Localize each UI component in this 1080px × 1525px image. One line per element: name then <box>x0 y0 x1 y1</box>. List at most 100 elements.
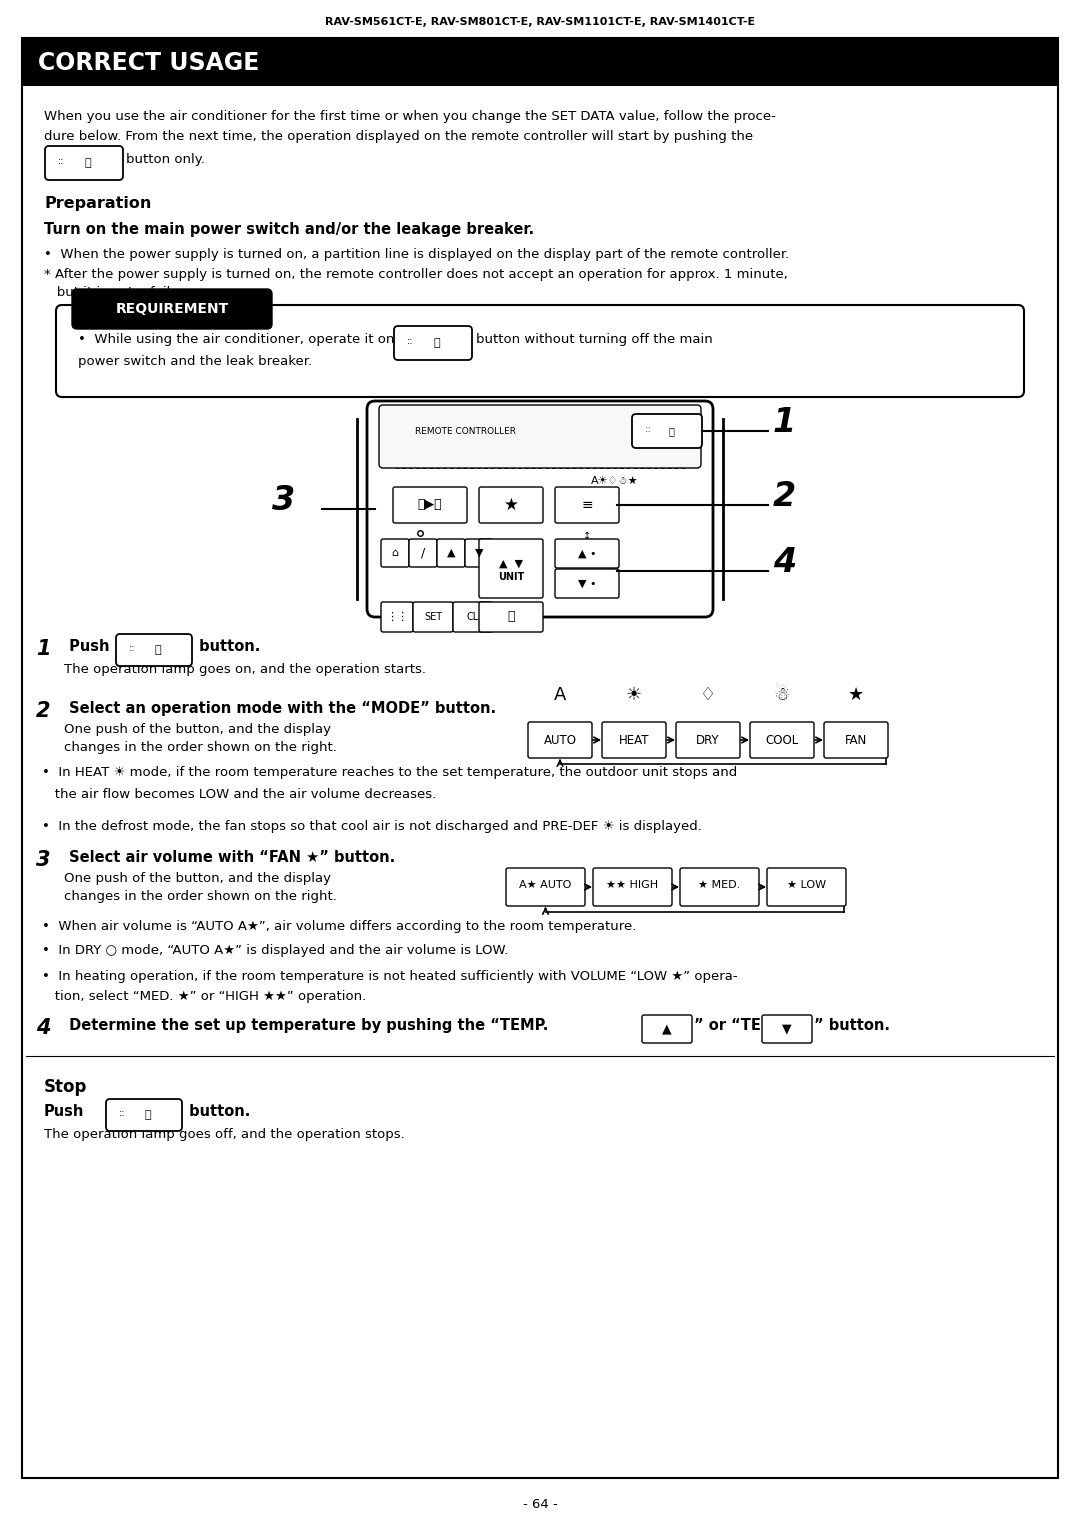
Text: DRY: DRY <box>697 734 719 747</box>
Text: •  While using the air conditioner, operate it only with: • While using the air conditioner, opera… <box>78 332 438 346</box>
Text: ⏻▶⏻: ⏻▶⏻ <box>418 499 443 511</box>
Text: A☀♢☃★: A☀♢☃★ <box>591 476 638 486</box>
Text: A★ AUTO: A★ AUTO <box>519 880 571 891</box>
Text: /: / <box>421 546 426 560</box>
Text: tion, select “MED. ★” or “HIGH ★★” operation.: tion, select “MED. ★” or “HIGH ★★” opera… <box>42 990 366 1003</box>
Text: •  In DRY ○ mode, “AUTO A★” is displayed and the air volume is LOW.: • In DRY ○ mode, “AUTO A★” is displayed … <box>42 944 509 958</box>
Text: ★ MED.: ★ MED. <box>699 880 741 891</box>
Text: ≡: ≡ <box>581 499 593 512</box>
Text: RAV-SM561CT-E, RAV-SM801CT-E, RAV-SM1101CT-E, RAV-SM1401CT-E: RAV-SM561CT-E, RAV-SM801CT-E, RAV-SM1101… <box>325 17 755 27</box>
FancyBboxPatch shape <box>767 868 846 906</box>
Text: but it is not a failure.: but it is not a failure. <box>44 287 197 299</box>
Text: ⌛: ⌛ <box>508 610 515 624</box>
Text: ▼: ▼ <box>782 1022 792 1035</box>
Text: 3: 3 <box>36 849 51 869</box>
Text: ▼ •: ▼ • <box>578 578 596 589</box>
FancyBboxPatch shape <box>465 538 492 567</box>
Text: 2: 2 <box>773 480 796 514</box>
FancyBboxPatch shape <box>642 1016 692 1043</box>
Text: the air flow becomes LOW and the air volume decreases.: the air flow becomes LOW and the air vol… <box>42 788 436 801</box>
Text: ” or “TEMP.: ” or “TEMP. <box>694 1019 789 1032</box>
Text: The operation lamp goes on, and the operation starts.: The operation lamp goes on, and the oper… <box>64 663 426 676</box>
Text: 2: 2 <box>36 702 51 721</box>
Text: power switch and the leak breaker.: power switch and the leak breaker. <box>78 355 312 368</box>
Text: * After the power supply is turned on, the remote controller does not accept an : * After the power supply is turned on, t… <box>44 268 788 281</box>
Text: ” button.: ” button. <box>814 1019 890 1032</box>
Text: ⏻: ⏻ <box>154 645 161 656</box>
Text: HEAT: HEAT <box>619 734 649 747</box>
FancyBboxPatch shape <box>632 413 702 448</box>
Text: ↕: ↕ <box>583 531 591 541</box>
FancyBboxPatch shape <box>409 538 437 567</box>
FancyBboxPatch shape <box>824 721 888 758</box>
Text: One push of the button, and the display: One push of the button, and the display <box>64 723 330 737</box>
FancyBboxPatch shape <box>528 721 592 758</box>
Text: Push: Push <box>44 1104 84 1119</box>
FancyBboxPatch shape <box>72 290 272 329</box>
Text: 1: 1 <box>773 407 796 439</box>
Bar <box>72 305 272 313</box>
Text: •  In the defrost mode, the fan stops so that cool air is not discharged and PRE: • In the defrost mode, the fan stops so … <box>42 820 702 833</box>
Text: Stop: Stop <box>44 1078 87 1096</box>
FancyBboxPatch shape <box>555 569 619 598</box>
FancyBboxPatch shape <box>394 326 472 360</box>
Text: ▼: ▼ <box>475 547 483 558</box>
FancyBboxPatch shape <box>393 486 467 523</box>
Text: button.: button. <box>184 1104 251 1119</box>
Text: ★★ HIGH: ★★ HIGH <box>607 880 659 891</box>
Text: button.: button. <box>194 639 260 654</box>
Text: ♢: ♢ <box>700 686 716 705</box>
Text: ☀: ☀ <box>626 686 643 705</box>
Text: ★: ★ <box>503 496 518 514</box>
FancyBboxPatch shape <box>381 602 413 631</box>
Text: ⏻: ⏻ <box>669 425 674 436</box>
Text: ⏻: ⏻ <box>434 339 441 348</box>
Text: ▲  ▼: ▲ ▼ <box>499 558 523 569</box>
Text: ★: ★ <box>848 686 864 705</box>
Text: REMOTE CONTROLLER: REMOTE CONTROLLER <box>415 427 516 436</box>
Text: ▲ •: ▲ • <box>578 549 596 558</box>
Text: ::: :: <box>57 156 64 166</box>
Text: ▲: ▲ <box>662 1022 672 1035</box>
FancyBboxPatch shape <box>480 602 543 631</box>
FancyBboxPatch shape <box>106 1100 183 1132</box>
Text: One push of the button, and the display: One push of the button, and the display <box>64 872 330 884</box>
FancyBboxPatch shape <box>367 401 713 618</box>
Text: REQUIREMENT: REQUIREMENT <box>116 302 229 316</box>
FancyBboxPatch shape <box>453 602 492 631</box>
FancyBboxPatch shape <box>116 634 192 666</box>
Text: •  In HEAT ☀ mode, if the room temperature reaches to the set temperature, the o: • In HEAT ☀ mode, if the room temperatur… <box>42 766 738 779</box>
Text: 4: 4 <box>773 546 796 580</box>
FancyBboxPatch shape <box>680 868 759 906</box>
Text: ☃: ☃ <box>774 686 791 705</box>
Text: changes in the order shown on the right.: changes in the order shown on the right. <box>64 741 337 753</box>
Text: SET: SET <box>424 612 442 622</box>
FancyBboxPatch shape <box>413 602 453 631</box>
FancyBboxPatch shape <box>593 868 672 906</box>
FancyBboxPatch shape <box>750 721 814 758</box>
Text: COOL: COOL <box>766 734 798 747</box>
Text: •  In heating operation, if the room temperature is not heated sufficiently with: • In heating operation, if the room temp… <box>42 970 738 984</box>
FancyBboxPatch shape <box>381 538 409 567</box>
FancyBboxPatch shape <box>45 146 123 180</box>
Text: A: A <box>554 686 566 705</box>
Text: 1: 1 <box>36 639 51 659</box>
Text: AUTO: AUTO <box>543 734 577 747</box>
Text: •  When air volume is “AUTO A★”, air volume differs according to the room temper: • When air volume is “AUTO A★”, air volu… <box>42 920 636 933</box>
Text: ⏻: ⏻ <box>84 159 92 168</box>
Text: Select air volume with “FAN ★” button.: Select air volume with “FAN ★” button. <box>64 849 395 865</box>
Bar <box>22 38 1058 85</box>
Text: Push: Push <box>64 639 114 654</box>
Text: UNIT: UNIT <box>498 572 524 581</box>
Text: button only.: button only. <box>126 152 205 166</box>
Text: 4: 4 <box>36 1019 51 1039</box>
Text: ⌂: ⌂ <box>391 547 399 558</box>
Text: Preparation: Preparation <box>44 197 151 210</box>
FancyBboxPatch shape <box>555 538 619 567</box>
Text: dure below. From the next time, the operation displayed on the remote controller: dure below. From the next time, the oper… <box>44 130 753 143</box>
FancyBboxPatch shape <box>555 486 619 523</box>
Text: Determine the set up temperature by pushing the “TEMP.: Determine the set up temperature by push… <box>64 1019 549 1032</box>
FancyBboxPatch shape <box>602 721 666 758</box>
Text: ★ LOW: ★ LOW <box>787 880 826 891</box>
Text: - 64 -: - 64 - <box>523 1499 557 1511</box>
